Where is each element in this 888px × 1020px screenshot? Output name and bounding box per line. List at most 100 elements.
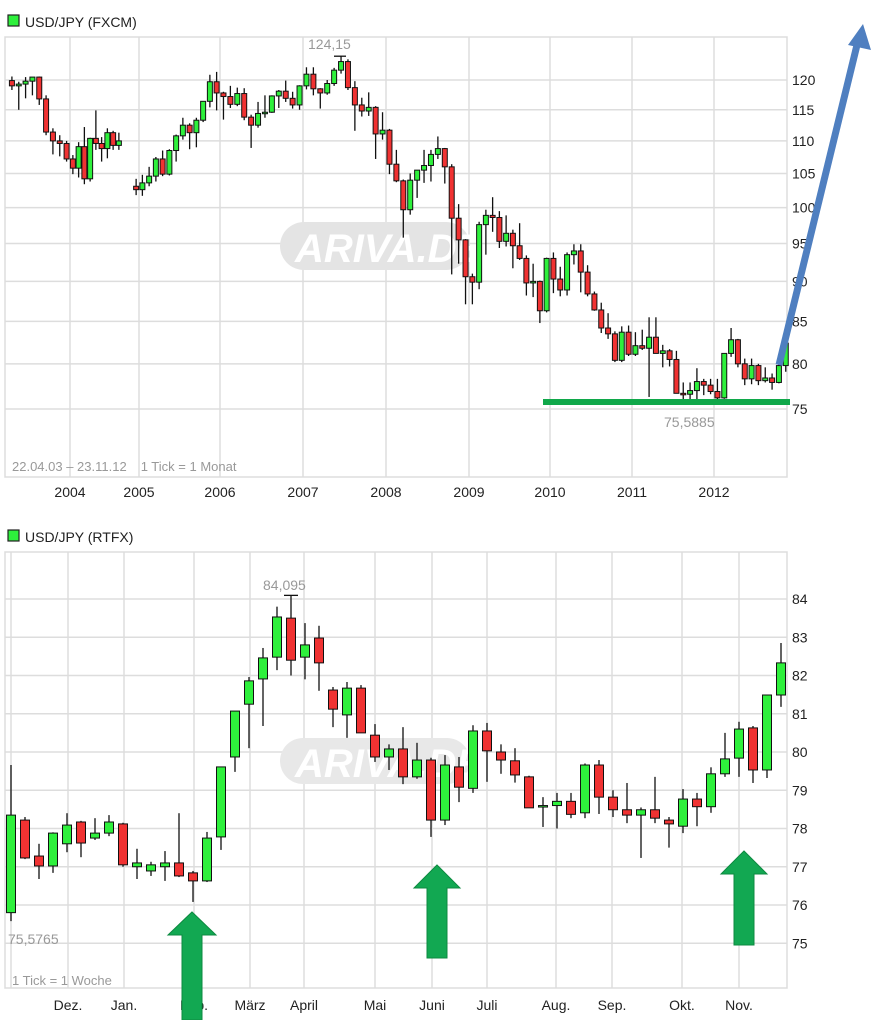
- legend-swatch-rtfx[interactable]: [7, 529, 20, 542]
- candle-down: [469, 273, 476, 305]
- candle-down: [625, 325, 632, 356]
- candle-down: [509, 229, 516, 269]
- candle-up: [384, 744, 394, 770]
- candle-body: [188, 872, 198, 882]
- candle-down: [63, 140, 70, 162]
- buy-arrow-icon: [412, 864, 462, 959]
- candle-down: [76, 820, 86, 858]
- candle-body: [206, 81, 213, 102]
- candle-up: [202, 831, 212, 883]
- candle-body: [755, 365, 762, 382]
- candle-down: [213, 71, 220, 111]
- candle-down: [622, 782, 632, 824]
- candle-up: [552, 792, 562, 829]
- candle-body: [700, 381, 707, 386]
- candle-down: [186, 123, 193, 150]
- candle-down: [386, 128, 393, 175]
- candle-body: [412, 759, 422, 778]
- candle-body: [216, 766, 226, 838]
- candle-body: [692, 798, 702, 808]
- candle-body: [62, 824, 72, 845]
- candle-body: [646, 336, 653, 349]
- candle-up: [440, 755, 450, 826]
- y-tick-label: 95: [792, 236, 808, 252]
- y-tick-label: 78: [792, 821, 808, 837]
- candle-down: [372, 106, 379, 159]
- candle-body: [421, 165, 428, 171]
- candle-down: [584, 265, 591, 297]
- y-tick-label: 75: [792, 401, 808, 417]
- candle-body: [489, 214, 496, 218]
- buy-arrow-icon: [719, 850, 769, 946]
- candle-body: [393, 163, 400, 182]
- candle-up: [206, 74, 213, 108]
- candle-up: [338, 56, 345, 74]
- candle-body: [186, 124, 193, 134]
- candle-body: [29, 76, 36, 82]
- candle-down: [707, 378, 714, 395]
- x-tick-label: 2009: [453, 484, 484, 500]
- candle-up: [468, 725, 478, 793]
- candle-up: [160, 851, 170, 881]
- candle-body: [762, 694, 772, 771]
- candle-body: [775, 365, 782, 383]
- candle-body: [261, 111, 268, 115]
- candle-down: [174, 813, 184, 878]
- candle-body: [482, 214, 489, 226]
- watermark-top: ARIVA.DE: [280, 222, 484, 271]
- top-candles: [8, 55, 789, 404]
- x-tick-label: 2011: [617, 484, 647, 500]
- y-tick-label: 105: [792, 165, 816, 181]
- candle-body: [462, 239, 469, 278]
- candle-body: [8, 80, 15, 87]
- candle-body: [400, 180, 407, 211]
- candle-down: [496, 211, 503, 248]
- candle-body: [680, 392, 687, 396]
- candle-body: [523, 257, 530, 284]
- candle-body: [331, 69, 338, 85]
- top-grid: 1201151101051009590858075200420052006200…: [4, 36, 816, 500]
- candle-body: [104, 132, 111, 150]
- candle-up: [543, 257, 550, 313]
- candle-body: [76, 821, 86, 844]
- candle-down: [282, 80, 289, 102]
- candle-body: [63, 142, 70, 160]
- candle-body: [152, 158, 159, 177]
- legend-swatch-fxcm[interactable]: [7, 14, 20, 27]
- candle-body: [469, 276, 476, 283]
- candle-body: [605, 327, 612, 335]
- x-tick-label: 2008: [370, 484, 401, 500]
- x-tick-label: 2012: [698, 484, 729, 500]
- candle-up: [503, 215, 510, 247]
- candle-body: [608, 796, 618, 811]
- buy-arrow-icon: [166, 911, 218, 1020]
- candle-down: [714, 378, 721, 400]
- candle-body: [591, 293, 598, 311]
- chart-title-fxcm: USD/JPY (FXCM): [25, 14, 137, 30]
- candle-body: [248, 116, 255, 126]
- trend-arrow-shaft: [775, 44, 861, 366]
- x-tick-label: Nov.: [725, 997, 753, 1013]
- candle-up: [152, 157, 159, 182]
- candle-body: [650, 809, 660, 819]
- candle-up: [62, 813, 72, 853]
- x-tick-label: Dez.: [54, 997, 83, 1013]
- candle-body: [133, 185, 140, 191]
- candle-up: [166, 149, 173, 176]
- candle-up: [734, 721, 744, 777]
- candle-body: [92, 137, 99, 144]
- x-tick-label: Sep.: [598, 997, 627, 1013]
- candle-down: [591, 291, 598, 311]
- candle-up: [331, 67, 338, 86]
- candle-down: [639, 329, 646, 350]
- candle-down: [220, 91, 227, 120]
- x-tick-label: Juli: [476, 997, 497, 1013]
- candle-body: [146, 175, 153, 184]
- candle-down: [598, 302, 605, 334]
- candle-body: [372, 106, 379, 135]
- candle-body: [146, 864, 156, 872]
- candle-down: [608, 790, 618, 818]
- candle-up: [146, 166, 153, 187]
- candle-down: [133, 178, 140, 196]
